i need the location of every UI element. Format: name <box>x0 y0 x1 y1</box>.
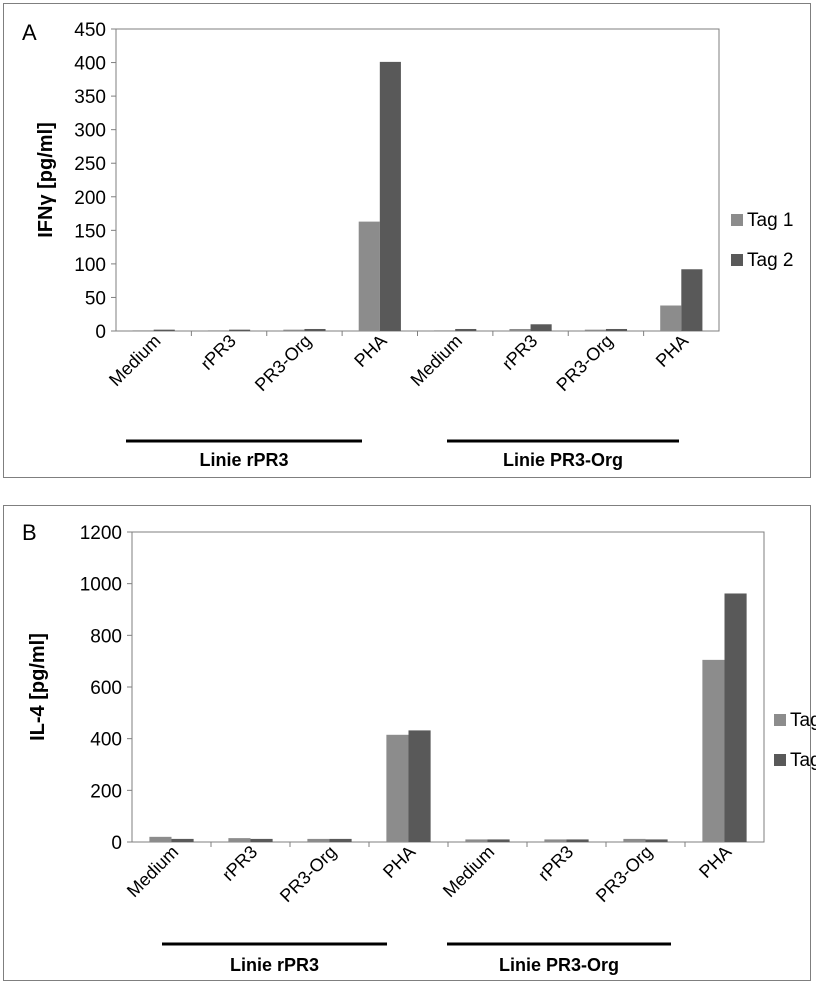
bar-tag-1-7 <box>584 329 606 331</box>
category-label: PHA <box>695 842 735 882</box>
legend-label: Tag 2 <box>747 250 793 271</box>
y-tick-label: 200 <box>90 781 122 802</box>
bar-tag-2-7 <box>645 839 668 842</box>
y-axis-label: IL-4 [pg/ml] <box>27 633 49 741</box>
chart-a-svg: A 0 50 100 150 200 250 300 350 400 450 IFNγ [pg/ml]… <box>22 20 793 470</box>
y-axis-label: IFNγ [pg/ml] <box>35 122 57 238</box>
legend-label: Tag 1 <box>790 710 816 731</box>
bar-tag-2-5 <box>455 328 477 331</box>
category-label: rPR3 <box>534 842 577 885</box>
bar-tag-2-8 <box>724 593 747 842</box>
y-tick-label: 1000 <box>80 575 122 596</box>
panel-label: A <box>22 20 37 45</box>
bar-tag-2-6 <box>530 324 552 331</box>
chart-panel-a: A 0 50 100 150 200 250 300 350 400 450 IFNγ [pg/ml]… <box>3 3 811 478</box>
bar-tag-2-1 <box>153 329 175 331</box>
bar-tag-2-2 <box>229 329 251 331</box>
bar-tag-1-3 <box>283 329 305 331</box>
bar-tag-1-7 <box>623 838 646 842</box>
legend-swatch <box>731 254 743 266</box>
legend-swatch <box>774 714 786 726</box>
y-tick-label: 0 <box>111 833 122 854</box>
bar-tag-2-6 <box>566 839 589 842</box>
category-label: Medium <box>407 331 466 390</box>
bar-tag-1-6 <box>544 839 567 842</box>
bar-tag-1-5 <box>465 839 488 842</box>
bar-tag-1-8 <box>702 659 725 842</box>
legend-swatch <box>774 754 786 766</box>
group-label: Linie PR3-Org <box>499 955 619 975</box>
category-label: Medium <box>439 842 498 901</box>
bar-tag-1-4 <box>358 221 380 331</box>
y-tick-label: 300 <box>74 121 106 142</box>
bar-tag-2-3 <box>304 328 326 331</box>
legend-label: Tag 2 <box>790 750 816 771</box>
category-label: PR3-Org <box>592 842 656 906</box>
y-tick-label: 200 <box>74 188 106 209</box>
y-tick-label: 400 <box>74 54 106 75</box>
category-label: PHA <box>379 842 419 882</box>
y-tick-label: 150 <box>74 221 106 242</box>
category-label: PHA <box>350 331 390 371</box>
y-tick-label: 600 <box>90 678 122 699</box>
bar-tag-1-8 <box>660 305 682 331</box>
category-label: rPR3 <box>498 331 541 374</box>
bar-tag-1-1 <box>149 836 172 842</box>
bar-tag-2-2 <box>250 838 273 842</box>
bar-tag-1-3 <box>307 838 330 842</box>
group-label: Linie rPR3 <box>230 955 319 975</box>
bar-tag-1-2 <box>228 838 251 842</box>
plot-area <box>131 531 765 843</box>
bar-tag-2-8 <box>681 269 703 331</box>
category-label: Medium <box>105 331 164 390</box>
y-tick-label: 450 <box>74 20 106 41</box>
bar-tag-2-7 <box>605 328 628 331</box>
category-label: rPR3 <box>197 331 240 374</box>
legend-swatch <box>731 214 743 226</box>
y-tick-label: 1200 <box>80 523 122 544</box>
y-tick-label: 100 <box>74 255 106 276</box>
bar-tag-2-5 <box>487 839 510 842</box>
y-tick-label: 250 <box>74 154 106 175</box>
bar-tag-2-1 <box>171 838 194 842</box>
chart-panel-b: B 0 200 400 600 800 1000 1200 IL-4 [pg/ml] Medium… <box>3 505 816 981</box>
bar-tag-1-4 <box>386 734 409 842</box>
panel-label: B <box>22 520 37 545</box>
y-tick-label: 400 <box>90 730 122 751</box>
category-label: PR3-Org <box>251 331 315 395</box>
y-tick-label: 800 <box>90 626 122 647</box>
group-label: Linie PR3-Org <box>503 450 623 470</box>
bar-tag-2-4 <box>379 61 401 331</box>
plot-area <box>115 28 720 332</box>
category-label: PHA <box>652 331 692 371</box>
category-label: PR3-Org <box>552 331 616 395</box>
category-label: Medium <box>123 842 182 901</box>
legend-label: Tag 1 <box>747 210 793 231</box>
bar-tag-1-2 <box>207 330 230 332</box>
y-tick-label: 50 <box>85 288 106 309</box>
group-label: Linie rPR3 <box>199 450 288 470</box>
bar-tag-1-5 <box>434 330 456 332</box>
chart-b-svg: B 0 200 400 600 800 1000 1200 IL-4 [pg/ml] Medium… <box>22 520 816 975</box>
y-tick-label: 0 <box>95 322 106 343</box>
bar-tag-2-4 <box>408 730 431 842</box>
bar-tag-1-6 <box>509 328 531 331</box>
bar-tag-1-1 <box>132 330 154 332</box>
category-label: PR3-Org <box>276 842 340 906</box>
bar-tag-2-3 <box>329 838 352 842</box>
category-label: rPR3 <box>218 842 261 885</box>
y-tick-label: 350 <box>74 87 106 108</box>
